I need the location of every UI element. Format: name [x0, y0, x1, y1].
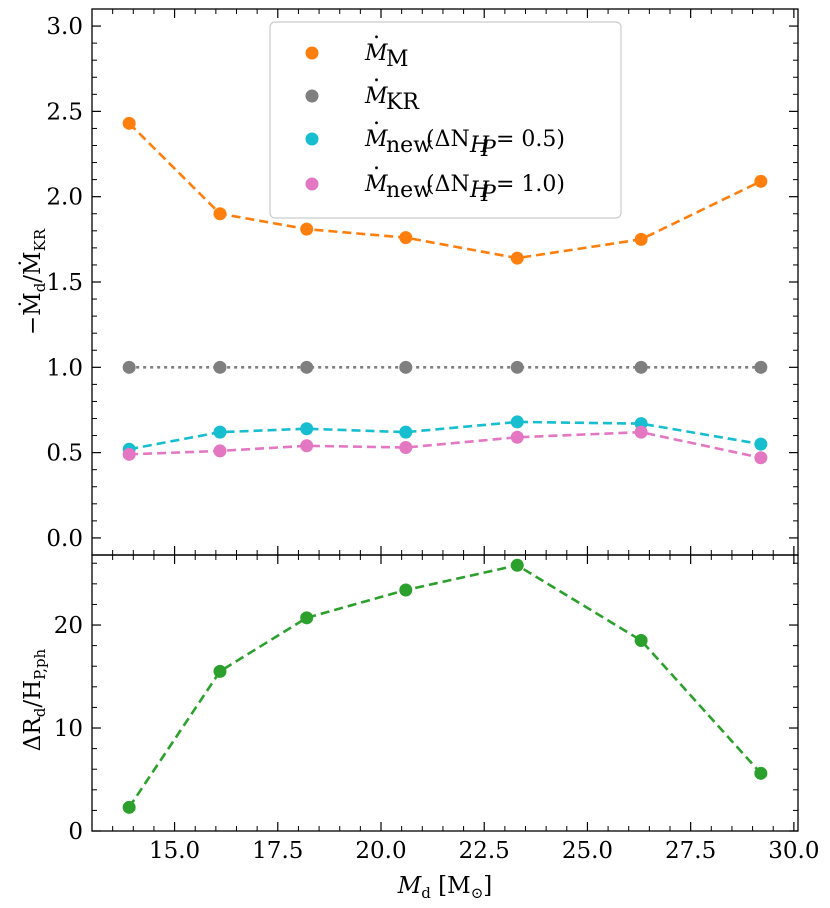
svg-text:M: M	[364, 41, 388, 66]
top-series-3-point	[634, 425, 648, 439]
bottom-panel: 15.0 17.5 20.0 22.5 25.0 27.5 30.0 0 10 20	[54, 554, 819, 864]
legend-marker-m-new-05	[305, 132, 319, 146]
svg-text:ΔRd/HP,ph: ΔRd/HP,ph	[20, 648, 49, 751]
svg-text:M: M	[386, 47, 409, 72]
top-series-0-point	[634, 232, 648, 246]
top-series-3-point	[754, 451, 768, 465]
top-ytick-label: 0.0	[46, 526, 83, 552]
svg-text:H: H	[469, 178, 490, 203]
top-ytick-label: 1.0	[46, 355, 83, 381]
xtick-label: 30.0	[768, 838, 819, 864]
top-series-0-point	[122, 116, 136, 130]
svg-text:−Ṁd/ṀKR: −Ṁd/ṀKR	[19, 228, 49, 335]
svg-text:(ΔN: (ΔN	[426, 172, 470, 197]
svg-text:P: P	[480, 137, 497, 162]
top-series-2-point	[510, 415, 524, 429]
xtick-label: 15.0	[149, 838, 200, 864]
xtick-label: 27.5	[665, 838, 716, 864]
svg-text:.: .	[373, 62, 380, 87]
top-series-1-point	[300, 360, 314, 374]
legend-label-m-new-05: M . new (ΔN H P = 0.5)	[364, 105, 565, 162]
bottom-series-0-point	[399, 583, 413, 597]
top-ytick-label: 3.0	[46, 14, 83, 40]
svg-text:H: H	[469, 133, 490, 158]
svg-text:.: .	[373, 19, 380, 44]
top-ytick-label: 0.5	[46, 441, 83, 467]
top-series-2-point	[300, 422, 314, 436]
bottom-series-0-point	[510, 558, 524, 572]
top-series-3-point	[510, 430, 524, 444]
bottom-series-0-point	[122, 800, 136, 814]
svg-text:new: new	[386, 178, 432, 203]
legend-label-m-m: M . M	[364, 19, 409, 72]
top-series-2-point	[399, 425, 413, 439]
top-series-0-point	[510, 251, 524, 265]
svg-text:.: .	[373, 150, 380, 175]
legend-label-m-kr: M . KR	[364, 62, 420, 115]
bottom-ytick-label: 0	[68, 819, 83, 845]
top-ytick-label: 2.0	[46, 185, 83, 211]
bottom-series-0-point	[213, 664, 227, 678]
svg-text:KR: KR	[386, 90, 420, 115]
svg-text:.: .	[373, 105, 380, 130]
top-ytick-label: 2.5	[46, 99, 83, 125]
top-series-2-point	[213, 425, 227, 439]
bottom-ylabel: ΔRd/HP,ph	[20, 648, 49, 751]
top-series-0-point	[300, 222, 314, 236]
bottom-ytick-label: 20	[54, 613, 83, 639]
svg-text:P: P	[480, 182, 497, 207]
legend-frame	[269, 21, 622, 219]
top-ytick-label: 1.5	[46, 270, 83, 296]
top-series-0-point	[399, 231, 413, 245]
bottom-ytick-label: 10	[54, 716, 83, 742]
top-series-1-point	[399, 360, 413, 374]
svg-text:= 0.5): = 0.5)	[496, 127, 565, 152]
top-series-1-point	[754, 360, 768, 374]
legend-marker-m-new-10	[305, 177, 319, 191]
bottom-series-0-point	[300, 611, 314, 625]
svg-text:= 1.0): = 1.0)	[496, 172, 565, 197]
top-panel: 0.0 0.5 1.0 1.5 2.0 2.5 3.0	[46, 8, 799, 556]
top-ylabel: −Ṁd/ṀKR	[19, 228, 49, 335]
top-series-1-point	[510, 360, 524, 374]
legend-marker-m-m	[305, 46, 319, 60]
svg-text:M: M	[364, 172, 388, 197]
top-series-2-point	[754, 437, 768, 451]
top-series-0-point	[213, 207, 227, 221]
svg-text:M: M	[364, 127, 388, 152]
xlabel: Md [M⊙]	[397, 873, 493, 902]
top-series-1-point	[634, 360, 648, 374]
xtick-label: 20.0	[355, 838, 406, 864]
top-series-3-point	[213, 444, 227, 458]
svg-text:Md [M⊙]: Md [M⊙]	[397, 873, 493, 902]
svg-text:(ΔN: (ΔN	[426, 127, 470, 152]
legend-label-m-new-10: M . new (ΔN H P = 1.0)	[364, 150, 565, 207]
top-series-1-point	[213, 360, 227, 374]
xtick-label: 22.5	[459, 838, 510, 864]
bottom-series-0-line	[128, 563, 762, 809]
bottom-series-0-point	[634, 633, 648, 647]
top-series-0-point	[754, 174, 768, 188]
xtick-label: 17.5	[252, 838, 303, 864]
legend: M . M M . KR M . new (ΔN H P = 0.5) M . …	[269, 19, 622, 219]
top-series-3-point	[300, 439, 314, 453]
bottom-axes-frame	[91, 554, 799, 832]
svg-text:new: new	[386, 133, 432, 158]
bottom-series-0-point	[754, 766, 768, 780]
xtick-label: 25.0	[562, 838, 613, 864]
svg-text:M: M	[364, 84, 388, 109]
top-series-3-point	[399, 441, 413, 455]
top-series-1-point	[122, 360, 136, 374]
legend-marker-m-kr	[305, 89, 319, 103]
top-series-3-point	[122, 447, 136, 461]
